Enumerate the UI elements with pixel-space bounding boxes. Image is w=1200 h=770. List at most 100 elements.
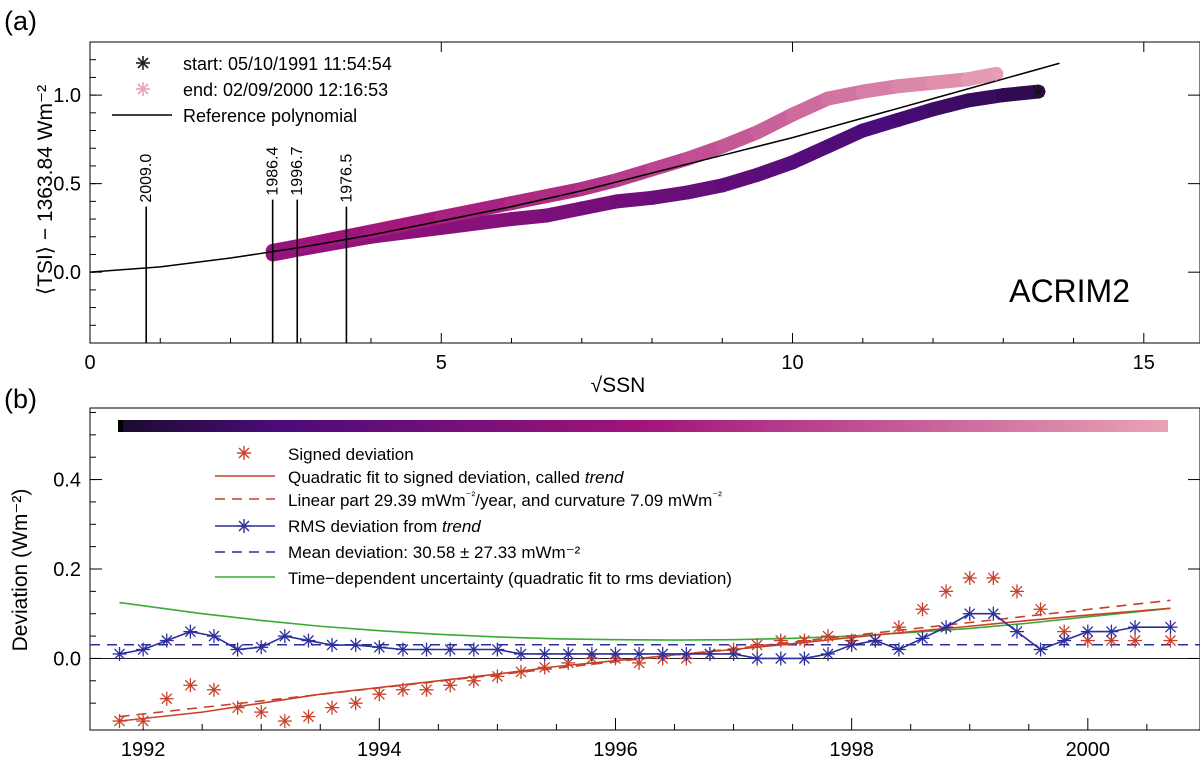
rms-deviation-point — [301, 633, 316, 648]
signed-deviation-point-stroke — [397, 684, 409, 696]
signed-deviation-point — [254, 705, 269, 720]
x-tick-label: 1992 — [121, 739, 166, 761]
signed-deviation-point — [962, 570, 977, 585]
signed-deviation-point — [112, 714, 127, 729]
rms-deviation-point — [632, 646, 647, 661]
rms-deviation-point — [844, 638, 859, 653]
signed-deviation-point — [1009, 584, 1024, 599]
rms-deviation-point — [490, 642, 505, 657]
end-point-marker-stroke — [990, 68, 1002, 80]
signed-deviation-point — [561, 655, 576, 670]
x-tick-label: 1996 — [593, 739, 638, 761]
signed-deviation-point-stroke — [1129, 635, 1141, 647]
signed-deviation-point-stroke — [539, 661, 551, 673]
trend-line — [119, 607, 1171, 722]
rms-deviation-point-stroke — [161, 635, 173, 647]
rms-deviation-point-stroke — [232, 644, 244, 655]
signed-deviation-point-stroke — [1164, 635, 1176, 647]
signed-deviation-point — [277, 714, 292, 729]
rms-deviation-point — [206, 629, 221, 644]
x-tick-label: 15 — [1133, 352, 1155, 374]
rms-deviation-point-stroke — [208, 630, 220, 642]
rms-deviation-point — [915, 631, 930, 646]
rms-deviation-point — [821, 646, 836, 661]
end-point-marker — [989, 66, 1004, 81]
branch-lower-segment — [434, 212, 519, 235]
rms-deviation-point — [797, 651, 812, 666]
rms-deviation-point-stroke — [1129, 621, 1141, 633]
rms-deviation-point — [1080, 624, 1095, 639]
rms-deviation-point — [773, 651, 788, 666]
rms-deviation-point — [1057, 633, 1072, 648]
signed-deviation-point-stroke — [751, 639, 763, 651]
signed-deviation-point-stroke — [491, 670, 503, 682]
rms-deviation-point — [372, 640, 387, 655]
rms-deviation-point-stroke — [964, 608, 976, 620]
signed-deviation-point-stroke — [137, 715, 149, 727]
rms-deviation-point-stroke — [1105, 626, 1117, 638]
rms-deviation-point-stroke — [302, 635, 314, 647]
signed-deviation-point-stroke — [822, 630, 834, 642]
start-point-marker-stroke — [1032, 86, 1044, 98]
rms-deviation-point-stroke — [940, 621, 952, 633]
signed-deviation-point-stroke — [114, 715, 126, 727]
signed-deviation-point — [986, 570, 1001, 585]
signed-deviation-point-stroke — [893, 621, 905, 633]
rms-deviation-point-stroke — [680, 648, 692, 660]
rms-deviation-point-stroke — [846, 639, 858, 651]
x-tick-label: 1998 — [829, 739, 874, 761]
signed-deviation-point — [490, 669, 505, 684]
signed-deviation-point-stroke — [161, 693, 173, 705]
signed-deviation-point-stroke — [964, 572, 976, 584]
rms-deviation-point — [537, 646, 552, 661]
signed-deviation-point-stroke — [1082, 635, 1094, 647]
legend-reference-label: Reference polynomial — [183, 106, 357, 126]
rms-deviation-point-stroke — [1082, 626, 1094, 638]
rms-deviation-point — [159, 633, 174, 648]
signed-deviation-point — [773, 633, 788, 648]
signed-deviation-point — [915, 602, 930, 617]
legend-quad-label: Quadratic fit to signed deviation, calle… — [288, 468, 624, 487]
rms-deviation-point-stroke — [1011, 626, 1023, 638]
signed-deviation-point-stroke — [515, 666, 527, 678]
branch-upper-segment — [961, 66, 1004, 87]
panel-b-label: (b) — [4, 384, 37, 414]
signed-deviation-point-stroke — [373, 688, 385, 700]
rms-deviation-point-stroke — [515, 648, 527, 660]
signed-deviation-point-stroke — [350, 697, 362, 709]
signed-deviation-point-stroke — [421, 684, 433, 696]
signed-deviation-point-stroke — [444, 679, 456, 691]
rms-deviation-point — [1104, 624, 1119, 639]
signed-deviation-point — [230, 700, 245, 715]
rms-deviation-point-stroke — [987, 608, 999, 620]
signed-deviation-point — [821, 629, 836, 644]
panel-a-label: (a) — [4, 6, 37, 36]
rms-deviation-point-stroke — [1058, 635, 1070, 647]
legend-uncertainty-label: Time−dependent uncertainty (quadratic fi… — [288, 569, 732, 588]
rms-deviation-point — [514, 646, 529, 661]
rms-deviation-point — [561, 646, 576, 661]
branch-upper-segment — [504, 181, 589, 211]
panel-a-axes: 0 5 10 15 0.0 0.5 1.0 — [53, 42, 1200, 374]
legend-linear-label: Linear part 29.39 mWm⁻²/year, and curvat… — [288, 490, 722, 510]
rms-deviation-point — [325, 638, 340, 653]
rms-deviation-point — [726, 646, 741, 661]
rms-deviation-point — [584, 646, 599, 661]
legend-mean-label: Mean deviation: 30.58 ± 27.33 mWm⁻² — [288, 543, 581, 562]
rms-deviation-point-stroke — [562, 648, 574, 660]
rms-deviation-point — [419, 642, 434, 657]
panel-b-legend: Signed deviation Quadratic fit to signed… — [215, 445, 732, 588]
rms-deviation-point-stroke — [184, 626, 196, 638]
y-tick-label: 0.2 — [53, 559, 81, 581]
panel-b-data — [90, 570, 1200, 729]
signed-deviation-point — [301, 709, 316, 724]
signed-deviation-point — [325, 700, 340, 715]
signed-deviation-point-stroke — [1058, 626, 1070, 638]
year-marker-label: 2009.0 — [138, 154, 155, 203]
legend-end-label: end: 02/09/2000 12:16:53 — [183, 80, 388, 100]
signed-deviation-point-stroke — [775, 635, 787, 647]
rms-deviation-point-stroke — [633, 648, 645, 660]
rms-deviation-point-stroke — [468, 644, 480, 655]
rms-deviation-point-stroke — [539, 648, 551, 660]
panel-a-legend: start: 05/10/1991 11:54:54 end: 02/09/20… — [112, 54, 392, 126]
